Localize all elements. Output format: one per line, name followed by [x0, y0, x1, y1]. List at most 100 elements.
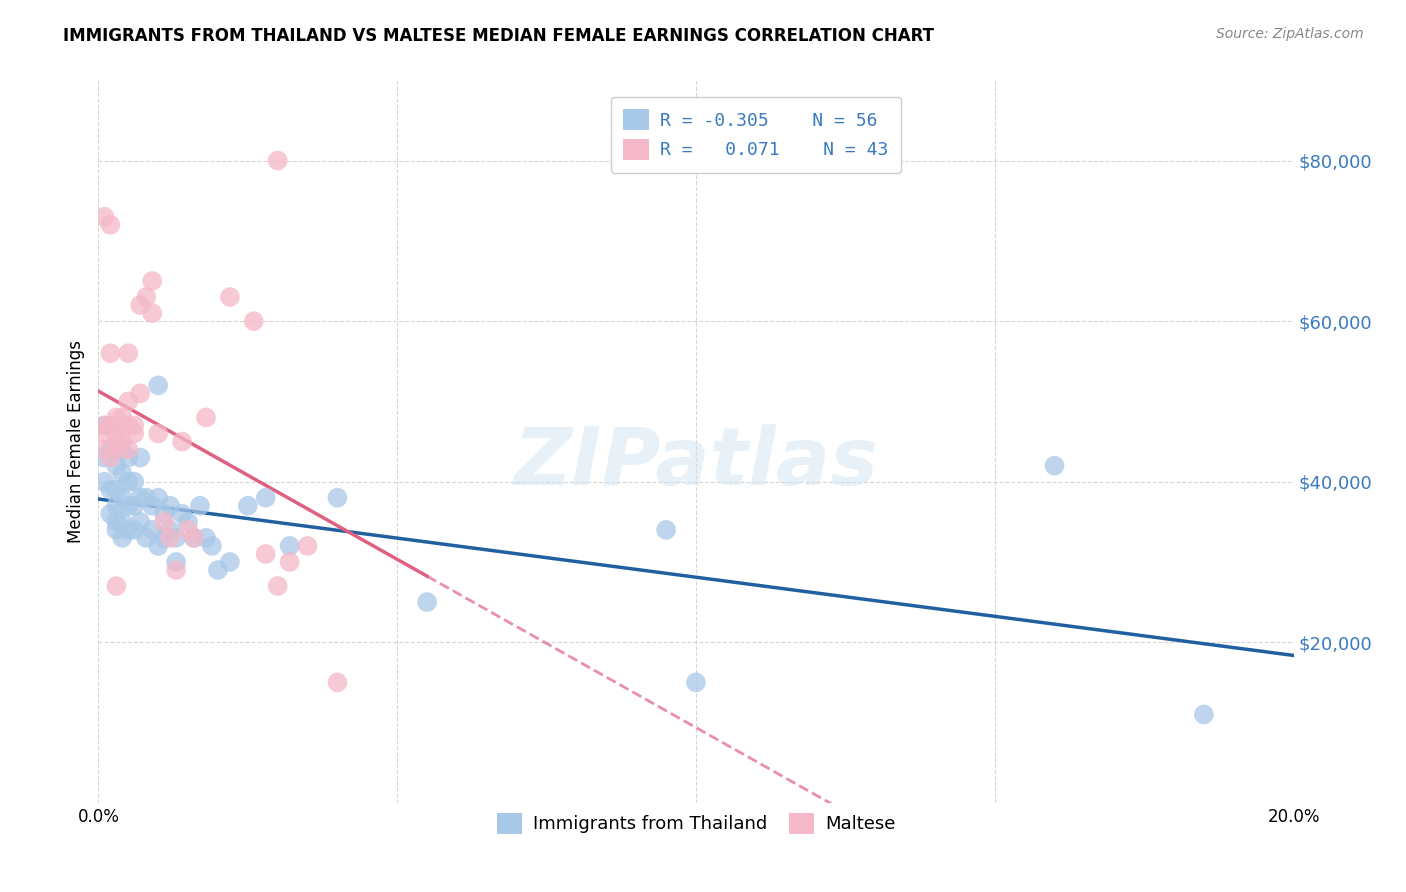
Point	[124, 499, 146, 513]
Point	[159, 531, 181, 545]
Point	[105, 410, 128, 425]
Point	[254, 491, 277, 505]
Point	[685, 675, 707, 690]
Point	[153, 507, 176, 521]
Point	[148, 491, 170, 505]
Point	[93, 475, 115, 489]
Point	[105, 434, 128, 449]
Point	[416, 595, 439, 609]
Point	[195, 531, 218, 545]
Point	[219, 555, 242, 569]
Point	[98, 418, 122, 433]
Point	[201, 539, 224, 553]
Point	[124, 426, 146, 441]
Text: Source: ZipAtlas.com: Source: ZipAtlas.com	[1216, 27, 1364, 41]
Point	[297, 539, 319, 553]
Point	[117, 394, 139, 409]
Point	[135, 531, 157, 545]
Point	[93, 418, 115, 433]
Point	[111, 467, 134, 481]
Point	[236, 499, 259, 513]
Point	[111, 434, 134, 449]
Point	[278, 555, 301, 569]
Point	[326, 675, 349, 690]
Point	[278, 539, 301, 553]
Point	[93, 450, 115, 465]
Point	[183, 531, 205, 545]
Point	[141, 274, 163, 288]
Point	[159, 523, 181, 537]
Point	[1043, 458, 1066, 473]
Point	[111, 442, 134, 457]
Point	[98, 442, 122, 457]
Point	[93, 418, 115, 433]
Text: ZIPatlas: ZIPatlas	[513, 425, 879, 502]
Point	[172, 507, 194, 521]
Legend: Immigrants from Thailand, Maltese: Immigrants from Thailand, Maltese	[486, 802, 905, 845]
Point	[153, 531, 176, 545]
Point	[124, 523, 146, 537]
Point	[148, 378, 170, 392]
Point	[326, 491, 349, 505]
Point	[135, 290, 157, 304]
Point	[165, 531, 187, 545]
Point	[117, 442, 139, 457]
Point	[105, 579, 128, 593]
Point	[111, 491, 134, 505]
Point	[105, 458, 128, 473]
Point	[111, 515, 134, 529]
Point	[129, 386, 152, 401]
Point	[111, 410, 134, 425]
Point	[129, 298, 152, 312]
Point	[117, 418, 139, 433]
Point	[1192, 707, 1215, 722]
Point	[165, 555, 187, 569]
Point	[98, 507, 122, 521]
Y-axis label: Median Female Earnings: Median Female Earnings	[66, 340, 84, 543]
Point	[98, 483, 122, 497]
Point	[117, 523, 139, 537]
Point	[172, 434, 194, 449]
Text: IMMIGRANTS FROM THAILAND VS MALTESE MEDIAN FEMALE EARNINGS CORRELATION CHART: IMMIGRANTS FROM THAILAND VS MALTESE MEDI…	[63, 27, 934, 45]
Point	[135, 491, 157, 505]
Point	[124, 418, 146, 433]
Point	[267, 153, 290, 168]
Point	[117, 450, 139, 465]
Point	[177, 515, 200, 529]
Point	[165, 563, 187, 577]
Point	[129, 515, 152, 529]
Point	[93, 210, 115, 224]
Point	[141, 523, 163, 537]
Point	[105, 499, 128, 513]
Point	[117, 499, 139, 513]
Point	[105, 515, 128, 529]
Point	[148, 539, 170, 553]
Point	[117, 346, 139, 360]
Point	[177, 523, 200, 537]
Point	[105, 523, 128, 537]
Point	[195, 410, 218, 425]
Point	[183, 531, 205, 545]
Point	[105, 426, 128, 441]
Point	[111, 531, 134, 545]
Point	[105, 483, 128, 497]
Point	[98, 346, 122, 360]
Point	[98, 450, 122, 465]
Point	[117, 475, 139, 489]
Point	[129, 450, 152, 465]
Point	[207, 563, 229, 577]
Point	[105, 442, 128, 457]
Point	[243, 314, 266, 328]
Point	[153, 515, 176, 529]
Point	[93, 442, 115, 457]
Point	[129, 491, 152, 505]
Point	[93, 426, 115, 441]
Point	[148, 426, 170, 441]
Point	[141, 306, 163, 320]
Point	[141, 499, 163, 513]
Point	[98, 218, 122, 232]
Point	[254, 547, 277, 561]
Point	[159, 499, 181, 513]
Point	[124, 475, 146, 489]
Point	[188, 499, 211, 513]
